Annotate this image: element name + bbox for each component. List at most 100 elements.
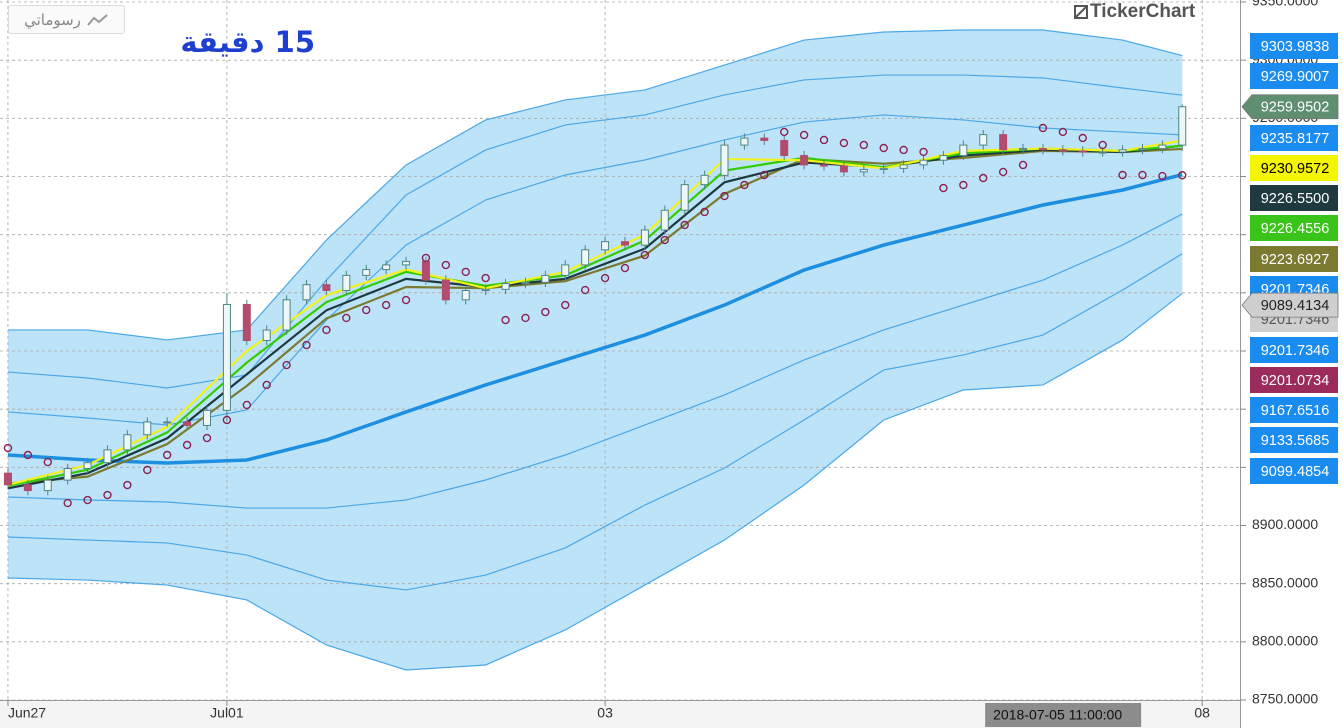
sar-dot — [879, 143, 888, 153]
sar-dot — [700, 207, 709, 217]
sar-dot — [839, 138, 849, 148]
candle-body — [680, 184, 689, 211]
sar-dot — [1058, 127, 1068, 137]
sar-dot — [262, 380, 271, 390]
price-tag-label: 9099.4854 — [1261, 464, 1330, 480]
candle-body — [441, 279, 450, 301]
price-tag-box — [1250, 125, 1338, 151]
sar-dot — [998, 167, 1008, 177]
sar-dot — [182, 440, 192, 450]
sar-dot — [959, 180, 968, 190]
my-charts-button[interactable]: رسوماتي — [8, 5, 125, 34]
candle-body — [202, 409, 211, 426]
price-tag-label: 9089.4134 — [1261, 298, 1330, 314]
candle-body — [720, 144, 729, 176]
sar-dot — [1078, 133, 1087, 143]
band-line — [7, 74, 1183, 389]
candle-body — [282, 299, 291, 331]
sar-dot — [1138, 170, 1147, 180]
band-line — [7, 172, 1183, 465]
price-tag-box — [1250, 337, 1338, 363]
price-tag-box — [1250, 367, 1338, 393]
sar-dot — [202, 433, 212, 443]
sar-dot — [580, 285, 590, 295]
candle-body — [740, 137, 749, 146]
sar-dot — [123, 480, 132, 490]
chart-icon — [87, 13, 108, 26]
sar-dot — [342, 313, 351, 323]
candle-body — [601, 241, 610, 251]
candle-body — [919, 159, 928, 166]
sar-dot — [1038, 123, 1048, 133]
candle-body — [421, 260, 430, 281]
candle-body — [859, 169, 868, 173]
chart-title: 15 دقيقة — [180, 25, 315, 59]
price-tag-box — [1250, 185, 1338, 211]
candle-body — [1158, 144, 1167, 150]
sar-dot — [780, 127, 789, 137]
sar-dot — [541, 307, 550, 317]
sar-dot — [899, 145, 908, 155]
sar-dot — [939, 183, 948, 193]
candle-body — [342, 274, 351, 292]
candle-body — [143, 421, 152, 436]
price-tag-arrow — [1241, 94, 1339, 120]
candle-body — [660, 209, 669, 231]
sar-dot — [640, 250, 650, 260]
price-tag-label: 9259.9502 — [1261, 100, 1330, 116]
candle-body — [1118, 149, 1127, 153]
price-tag-label: 9133.5685 — [1261, 433, 1330, 449]
plot-area — [0, 0, 1240, 700]
x-tick-label: 08 — [1194, 705, 1210, 721]
sar-dot — [103, 490, 112, 500]
crosshair-box — [985, 703, 1142, 727]
y-tick-label: 8750.0000 — [1252, 691, 1318, 707]
my-charts-label: رسوماتي — [24, 10, 81, 29]
sar-dot — [3, 443, 13, 453]
price-tag-box — [1250, 63, 1338, 89]
candle-body — [362, 269, 371, 276]
sar-dot — [461, 267, 470, 277]
sar-dot — [680, 220, 689, 230]
x-tick-label: Jun27 — [8, 705, 46, 721]
sar-dot — [620, 263, 630, 273]
band-line — [7, 213, 1183, 509]
sar-dot — [919, 147, 928, 157]
candle-body — [322, 284, 331, 292]
candle-body — [1078, 150, 1087, 153]
candle-body — [163, 421, 172, 424]
sar-dot — [1158, 171, 1167, 181]
candle-body — [242, 303, 251, 342]
candle-body — [83, 462, 92, 469]
candle-body — [1058, 149, 1067, 152]
sar-dot — [242, 400, 252, 410]
sar-dot — [441, 260, 451, 270]
sar-dot — [740, 180, 749, 190]
candle-body — [43, 479, 52, 492]
logo: TickerChart — [1074, 1, 1195, 23]
sar-dot — [521, 313, 530, 323]
candle-body — [800, 155, 809, 166]
price-tag-box — [1250, 215, 1338, 241]
sar-dot — [222, 415, 232, 425]
candle-body — [222, 303, 231, 411]
candle-body — [820, 164, 829, 167]
sar-dot — [501, 315, 510, 325]
candle-body — [959, 144, 968, 157]
candle-body — [1178, 106, 1187, 146]
candle-body — [1019, 148, 1028, 151]
price-tag-label: 9167.6516 — [1261, 403, 1330, 419]
logo-icon — [1074, 5, 1088, 19]
sar-dot — [43, 457, 52, 467]
band-line — [7, 29, 1183, 341]
candle-body — [939, 155, 948, 161]
candle-body — [1038, 148, 1047, 151]
candle-body — [561, 264, 570, 276]
y-tick-label: 8800.0000 — [1252, 633, 1318, 649]
candle-body — [521, 281, 530, 285]
price-tag-label: 9223.6927 — [1261, 252, 1330, 268]
candle-body — [1138, 148, 1147, 151]
sar-dot — [282, 360, 291, 370]
